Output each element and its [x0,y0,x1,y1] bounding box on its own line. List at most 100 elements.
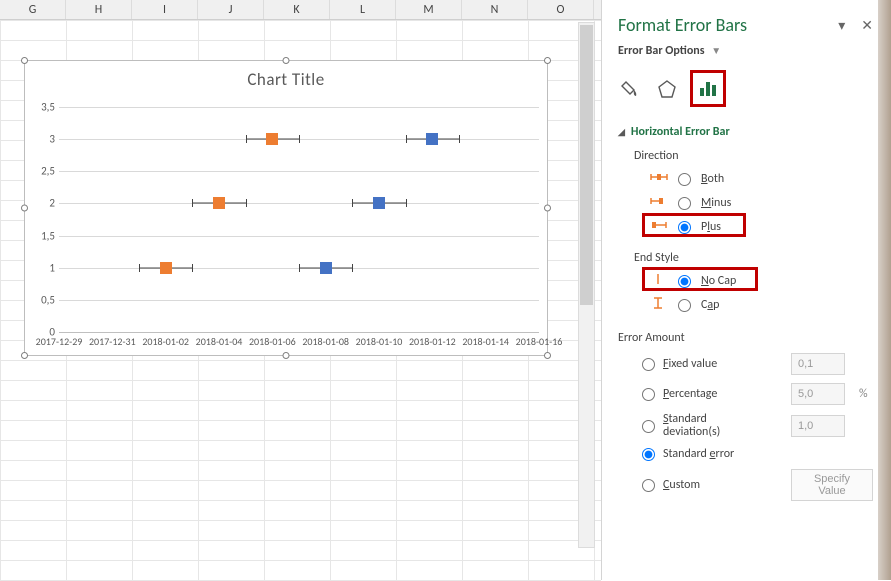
direction-both-radio[interactable] [678,173,691,186]
y-label: 0,5 [29,293,55,306]
fill-icon[interactable] [618,76,644,102]
data-marker[interactable] [266,133,278,145]
data-marker[interactable] [373,197,385,209]
resize-handle-tr[interactable] [544,57,551,64]
endstyle-cap-label: Cap [701,298,719,312]
direction-minus-radio[interactable] [678,197,691,210]
amount-fixed-input[interactable] [791,353,845,375]
spreadsheet-area[interactable]: GHIJKLMNO Chart Title 00,511,522,533,520… [0,0,601,580]
column-header-M[interactable]: M [396,0,462,19]
bar-options-icon[interactable] [695,75,721,101]
amount-stderr-radio[interactable] [642,448,655,461]
amount-stddev-input[interactable] [791,415,845,437]
plus-glyph-icon [650,218,668,236]
amount-percentage-input[interactable] [791,383,845,405]
amount-stddev-label: Standarddeviation(s) [663,413,783,439]
column-header-H[interactable]: H [66,0,132,19]
both-glyph-icon [650,170,668,188]
pane-subtitle[interactable]: Error Bar Options [618,44,705,58]
nocap-glyph-icon [650,272,668,290]
amount-stddev-row[interactable]: Standarddeviation(s) [602,409,889,443]
x-label: 2018-01-08 [302,335,349,348]
specify-value-button[interactable]: Specify Value [791,469,873,501]
resize-handle-b[interactable] [283,352,290,359]
minus-glyph-icon [650,194,668,212]
amount-percentage-radio[interactable] [642,388,655,401]
amount-fixed-radio[interactable] [642,358,655,371]
y-label: 1,5 [29,229,55,242]
amount-custom-row[interactable]: Custom Specify Value [602,465,889,505]
pane-close-icon[interactable]: ✕ [861,17,873,34]
resize-handle-r[interactable] [544,205,551,212]
chevron-down-icon[interactable]: ▼ [711,44,721,57]
y-label: 3 [29,133,55,146]
chart-title[interactable]: Chart Title [25,61,547,94]
amount-stderr-row[interactable]: Standard error [602,443,889,465]
resize-handle-t[interactable] [283,57,290,64]
direction-both-label: Both [701,172,724,186]
amount-stddev-radio[interactable] [642,420,655,433]
direction-minus-label: Minus [701,196,731,210]
section-title[interactable]: Horizontal Error Bar [631,125,730,139]
x-label: 2018-01-04 [196,335,243,348]
x-label: 2017-12-29 [36,335,83,348]
amount-percentage-unit: % [859,387,868,401]
options-icon-highlight [690,70,726,107]
resize-handle-br[interactable] [544,352,551,359]
direction-minus-row[interactable]: Minus [602,191,889,215]
cap-glyph-icon [650,296,668,314]
column-header-L[interactable]: L [330,0,396,19]
pane-title: Format Error Bars [618,14,747,36]
format-pane: Format Error Bars ▾ ✕ Error Bar Options … [601,0,889,580]
amount-stderr-label: Standard error [663,447,783,461]
data-marker[interactable] [160,262,172,274]
pane-menu-icon[interactable]: ▾ [838,17,845,34]
direction-plus-radio[interactable] [678,221,691,234]
y-label: 2,5 [29,165,55,178]
x-label: 2018-01-14 [462,335,509,348]
endstyle-nocap-row[interactable]: No Cap [602,269,889,293]
amount-percentage-label: Percentage [663,387,783,401]
data-marker[interactable] [426,133,438,145]
x-label: 2018-01-10 [356,335,403,348]
y-label: 2 [29,197,55,210]
amount-custom-radio[interactable] [642,479,655,492]
amount-custom-label: Custom [663,478,783,492]
y-label: 3,5 [29,101,55,114]
x-label: 2018-01-16 [516,335,563,348]
effects-icon[interactable] [654,76,680,102]
resize-handle-bl[interactable] [21,352,28,359]
x-label: 2018-01-02 [142,335,189,348]
column-headers: GHIJKLMNO [0,0,601,20]
vertical-scrollbar[interactable] [578,22,595,548]
column-header-O[interactable]: O [528,0,594,19]
data-marker[interactable] [320,262,332,274]
column-header-N[interactable]: N [462,0,528,19]
endstyle-nocap-radio[interactable] [678,275,691,288]
x-label: 2018-01-12 [409,335,456,348]
scroll-thumb[interactable] [580,25,593,305]
endstyle-label: End Style [602,247,889,269]
amount-fixed-label: Fixed value [663,357,783,371]
y-label: 1 [29,261,55,274]
data-marker[interactable] [213,197,225,209]
direction-both-row[interactable]: Both [602,167,889,191]
amount-percentage-row[interactable]: Percentage % [602,379,889,409]
chart-plot-area: 00,511,522,533,52017-12-292017-12-312018… [59,107,539,332]
resize-handle-tl[interactable] [21,57,28,64]
x-label: 2017-12-31 [89,335,136,348]
endstyle-cap-row[interactable]: Cap [602,293,889,317]
amount-fixed-row[interactable]: Fixed value [602,349,889,379]
direction-plus-row[interactable]: Plus [602,215,889,239]
endstyle-cap-radio[interactable] [678,299,691,312]
resize-handle-l[interactable] [21,205,28,212]
column-header-K[interactable]: K [264,0,330,19]
column-header-J[interactable]: J [198,0,264,19]
direction-label: Direction [602,145,889,167]
chart-object[interactable]: Chart Title 00,511,522,533,52017-12-2920… [24,60,548,356]
direction-plus-label: Plus [701,220,721,234]
collapse-icon[interactable]: ◢ [618,127,625,138]
endstyle-nocap-label: No Cap [701,274,736,288]
column-header-I[interactable]: I [132,0,198,19]
column-header-G[interactable]: G [0,0,66,19]
